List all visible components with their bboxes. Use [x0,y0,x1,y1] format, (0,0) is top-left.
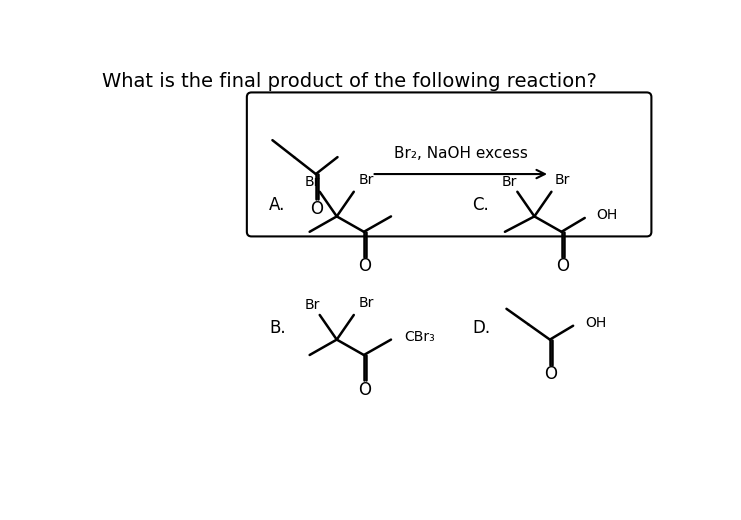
Text: Br₂, NaOH excess: Br₂, NaOH excess [393,146,528,161]
Text: D.: D. [472,319,491,337]
Text: Br: Br [502,175,517,189]
Text: O: O [544,365,557,383]
Text: B.: B. [269,319,286,337]
Text: Br: Br [305,175,319,189]
Text: OH: OH [585,316,607,330]
Text: Br: Br [305,298,319,312]
Text: O: O [358,381,371,399]
Text: A.: A. [269,196,286,214]
Text: OH: OH [597,208,618,222]
Text: Br: Br [359,296,373,310]
Text: O: O [556,257,569,276]
Text: Br: Br [554,173,570,187]
Text: CBr₃: CBr₃ [404,330,435,344]
Text: What is the final product of the following reaction?: What is the final product of the followi… [102,72,597,90]
Text: O: O [310,200,323,218]
Text: O: O [358,257,371,276]
Text: Br: Br [359,173,373,187]
Text: C.: C. [472,196,489,214]
FancyBboxPatch shape [247,93,651,237]
